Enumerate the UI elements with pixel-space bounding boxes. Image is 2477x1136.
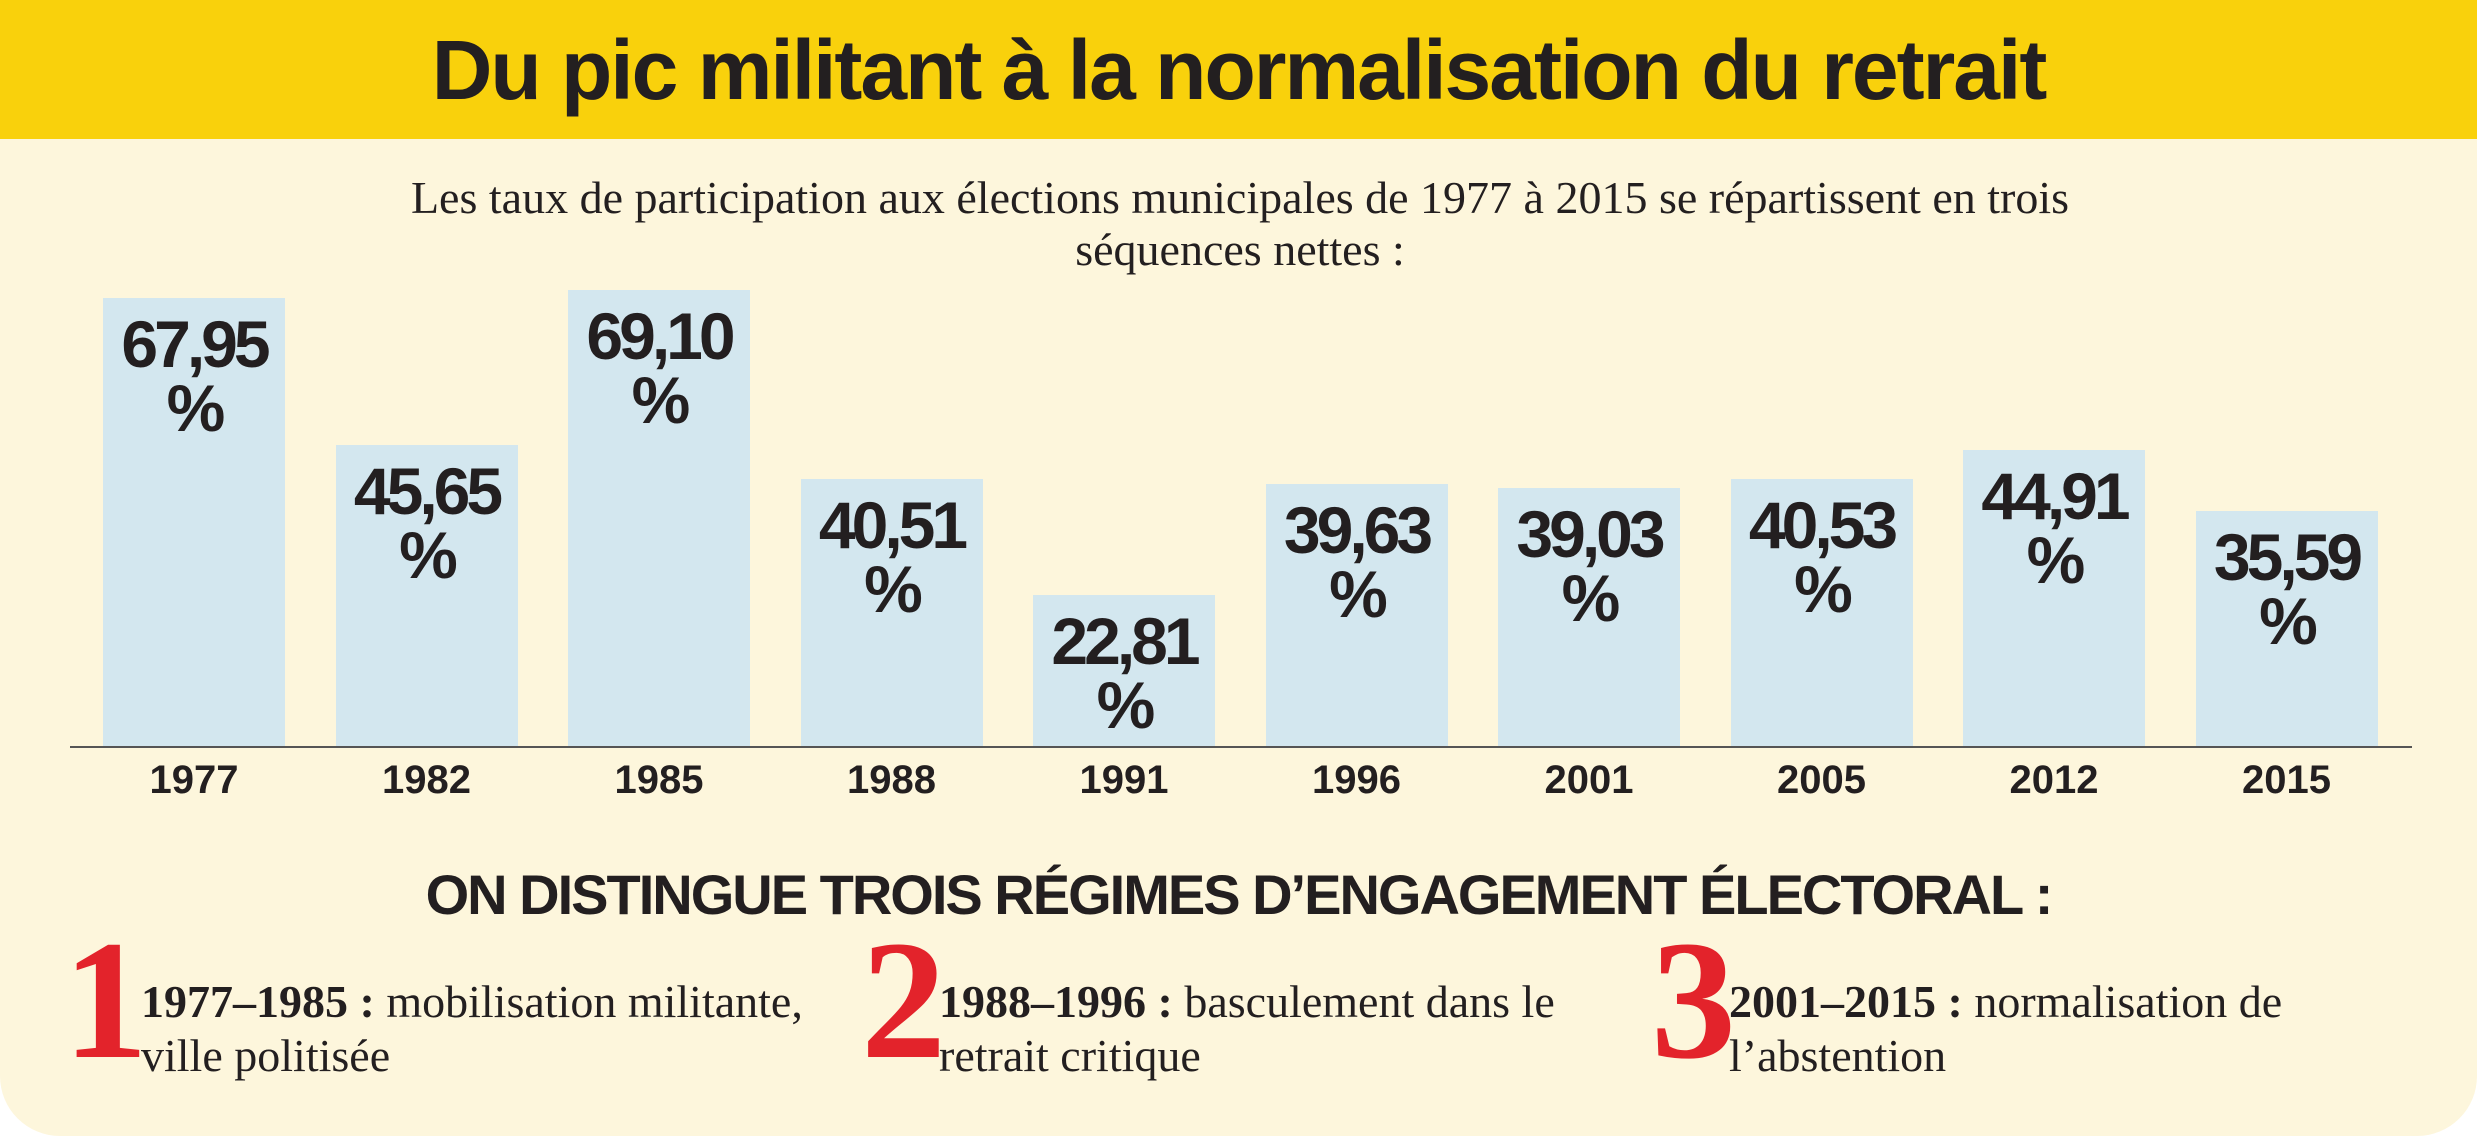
value-label: 39,63 % <box>1283 493 1433 632</box>
bar <box>800 478 983 746</box>
bar <box>103 297 285 746</box>
regime-description: basculement dans le retrait critique <box>939 976 1555 1081</box>
bar <box>1963 449 2145 746</box>
value-label: 67,95 % <box>121 306 270 445</box>
chart-title: Du pic militant à la normalisation du re… <box>431 23 2048 117</box>
x-tick-label: 1991 <box>1079 758 1169 802</box>
value-label: 45,65 % <box>353 453 503 592</box>
bar <box>1498 488 1680 746</box>
value-label: 39,03 % <box>1516 497 1665 636</box>
chart: 67,95 % 1977 45,65 % 1982 69,10 % 1985 40,51 %… <box>103 289 2378 802</box>
bar <box>1730 478 1913 746</box>
bar <box>568 289 750 746</box>
chart-subtitle: Les taux de participation aux élections … <box>410 172 2070 275</box>
regime: 1 1977–1985 : mobilisation militante, vil… <box>63 915 823 1085</box>
value-label: 40,51 % <box>818 487 968 626</box>
regime-text: 2001–2015 : normalisation de l’abstentio… <box>1729 975 2449 1083</box>
regime-period: 1988–1996 : <box>939 976 1173 1027</box>
x-tick-label: 1977 <box>149 758 239 802</box>
regime-text: 1988–1996 : basculement dans le retrait … <box>939 975 1659 1083</box>
x-tick-label: 1982 <box>382 758 471 802</box>
x-tick-label: 2012 <box>2009 758 2099 802</box>
value-label: 40,53 % <box>1748 487 1898 626</box>
bar <box>335 444 518 746</box>
bar <box>2195 511 2378 746</box>
value-label: 69,10 % <box>586 298 735 437</box>
baseline <box>70 746 2412 748</box>
x-tick-label: 1985 <box>614 758 704 802</box>
regime-description: normalisation de l’abstention <box>1729 976 2283 1081</box>
regime-description: mobilisation militante, ville politisée <box>141 976 803 1081</box>
x-tick-label: 1988 <box>847 758 936 802</box>
regime: 2 1988–1996 : basculement dans le retrait… <box>861 915 1621 1085</box>
regime-number: 3 <box>1651 906 1736 1094</box>
value-label: 35,59 % <box>2213 520 2363 659</box>
x-tick-label: 2005 <box>1777 758 1866 802</box>
regime-text: 1977–1985 : mobilisation militante, vill… <box>141 975 861 1083</box>
bar <box>1265 484 1448 746</box>
x-tick-label: 1996 <box>1312 758 1401 802</box>
x-tick-label: 2015 <box>2242 758 2331 802</box>
value-label: 44,91 % <box>1981 458 2130 597</box>
regime-period: 1977–1985 : <box>141 976 375 1027</box>
x-tick-label: 2001 <box>1544 758 1634 802</box>
title-band <box>0 0 2477 139</box>
value-label: 22,81 % <box>1051 604 1200 743</box>
regime: 3 2001–2015 : normalisation de l’abstenti… <box>1651 915 2411 1085</box>
regime-number: 2 <box>861 906 946 1094</box>
regimes-heading: ON DISTINGUE TROIS RÉGIMES D’ENGAGEMENT … <box>425 863 2054 926</box>
regime-period: 2001–2015 : <box>1729 976 1963 1027</box>
bar <box>1033 595 1215 746</box>
regime-number: 1 <box>63 906 148 1094</box>
